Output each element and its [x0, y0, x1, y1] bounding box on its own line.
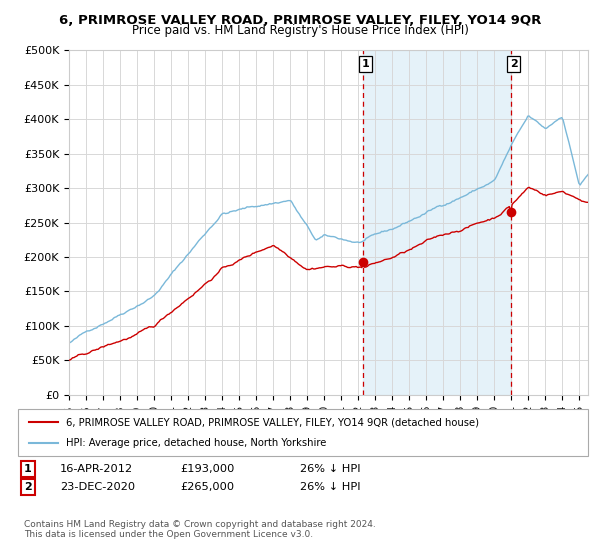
Text: 6, PRIMROSE VALLEY ROAD, PRIMROSE VALLEY, FILEY, YO14 9QR: 6, PRIMROSE VALLEY ROAD, PRIMROSE VALLEY…: [59, 14, 541, 27]
Text: £193,000: £193,000: [180, 464, 235, 474]
Text: 1: 1: [362, 59, 370, 69]
Text: 1: 1: [24, 464, 32, 474]
Text: 26% ↓ HPI: 26% ↓ HPI: [300, 464, 361, 474]
Text: 16-APR-2012: 16-APR-2012: [60, 464, 133, 474]
Text: 2: 2: [510, 59, 518, 69]
Text: 23-DEC-2020: 23-DEC-2020: [60, 482, 135, 492]
FancyBboxPatch shape: [18, 409, 588, 456]
Text: 2: 2: [24, 482, 32, 492]
Text: Contains HM Land Registry data © Crown copyright and database right 2024.
This d: Contains HM Land Registry data © Crown c…: [24, 520, 376, 539]
Text: 26% ↓ HPI: 26% ↓ HPI: [300, 482, 361, 492]
Bar: [363, 50, 511, 395]
Text: Price paid vs. HM Land Registry's House Price Index (HPI): Price paid vs. HM Land Registry's House …: [131, 24, 469, 37]
Text: £265,000: £265,000: [180, 482, 234, 492]
Text: 6, PRIMROSE VALLEY ROAD, PRIMROSE VALLEY, FILEY, YO14 9QR (detached house): 6, PRIMROSE VALLEY ROAD, PRIMROSE VALLEY…: [67, 417, 479, 427]
Text: HPI: Average price, detached house, North Yorkshire: HPI: Average price, detached house, Nort…: [67, 438, 327, 448]
